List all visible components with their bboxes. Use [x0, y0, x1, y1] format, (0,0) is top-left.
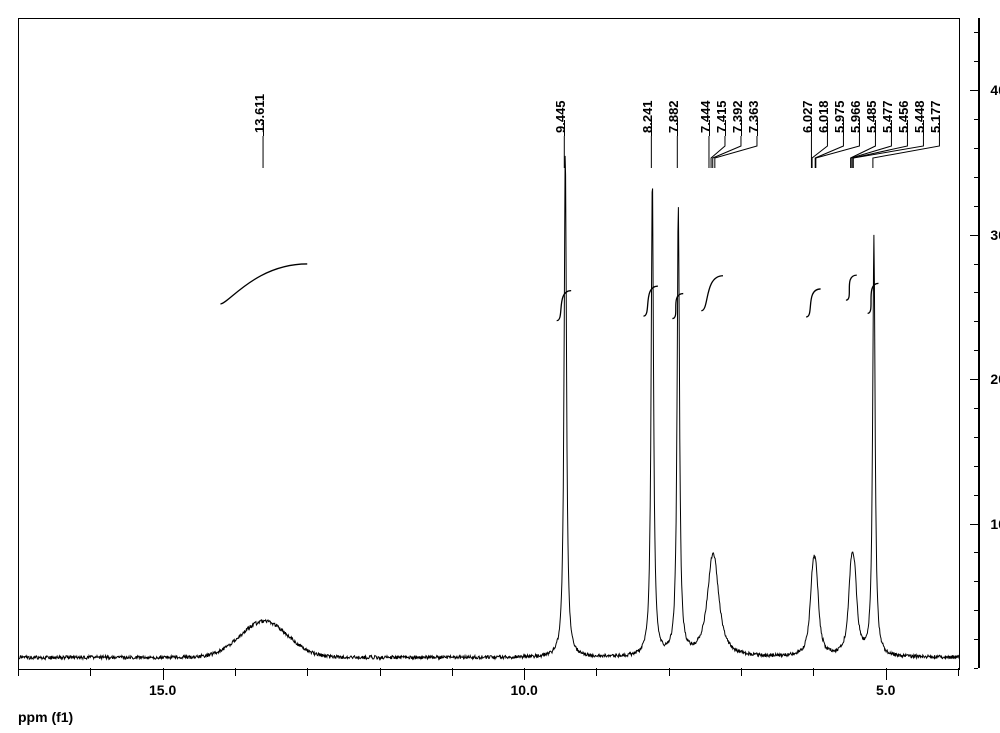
x-axis: 15.010.05.0 — [18, 668, 958, 693]
y-tick-label: 20 — [990, 371, 1000, 387]
y-tick-label: 10 — [990, 516, 1000, 532]
nmr-chart-container: 13.6119.4458.2417.8827.4447.4157.3927.36… — [0, 0, 1000, 733]
x-tick-label: 15.0 — [149, 682, 176, 698]
x-axis-label: ppm (f1) — [18, 709, 73, 725]
y-tick-label: 40 — [990, 82, 1000, 98]
y-axis-right: 10203040 — [956, 18, 980, 668]
x-tick-label: 5.0 — [876, 682, 895, 698]
y-tick-label: 30 — [990, 227, 1000, 243]
x-tick-label: 10.0 — [511, 682, 538, 698]
